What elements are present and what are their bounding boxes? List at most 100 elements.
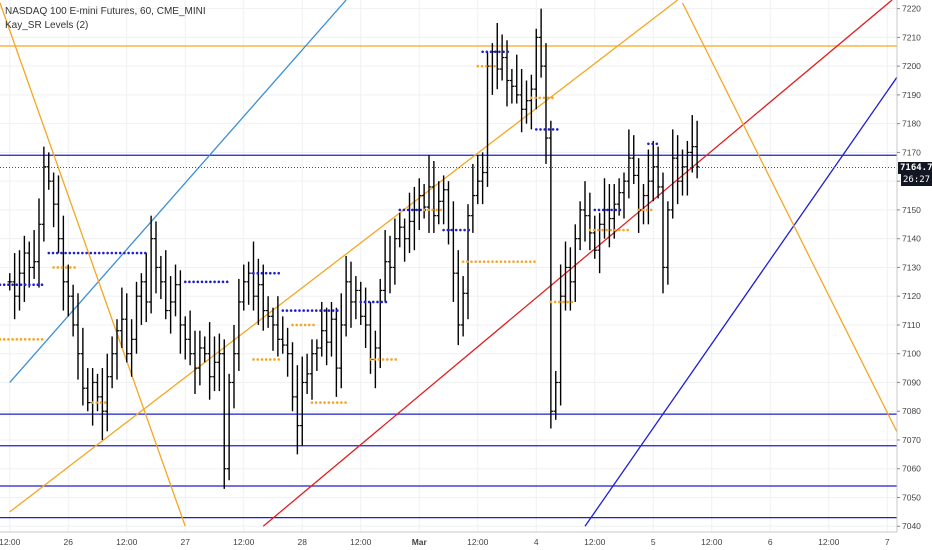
sr-level-dot <box>606 208 609 212</box>
price-tick-label: 7210 <box>902 32 921 42</box>
sr-level-dot <box>273 271 276 275</box>
sr-level-dot <box>535 128 538 131</box>
sr-level-dot <box>64 266 68 269</box>
sr-level-dot <box>530 96 533 100</box>
sr-level-dot <box>23 283 27 286</box>
sr-level-dot <box>503 260 507 263</box>
sr-level-dot <box>36 283 40 286</box>
sr-level-dot <box>427 208 430 212</box>
sr-level-dot <box>103 401 107 404</box>
sr-level-dot <box>376 300 379 304</box>
sr-level-dot <box>97 251 101 255</box>
sr-level-dot <box>411 208 414 212</box>
trend-line-red-channel <box>262 0 893 527</box>
sr-level-dot <box>601 228 604 232</box>
time-tick-label: 12:00 <box>701 537 723 547</box>
time-tick-label: 26 <box>64 537 74 547</box>
sr-level-dot <box>487 260 490 263</box>
sr-level-dot <box>495 260 499 263</box>
sr-level-dot <box>597 208 601 212</box>
time-tick-label: 12:00 <box>116 537 138 547</box>
time-axis <box>0 532 932 550</box>
sr-level-dot <box>386 358 389 361</box>
sr-level-dot <box>476 64 480 68</box>
sr-level-dot <box>645 208 649 212</box>
sr-level-dot <box>209 280 212 284</box>
trend-line-orange-up <box>9 0 679 513</box>
sr-level-dot <box>551 128 555 131</box>
sr-level-dot <box>556 128 559 131</box>
time-tick-label: 12:00 <box>467 537 489 547</box>
price-tick-label: 7120 <box>902 291 921 301</box>
sr-level-dot <box>89 251 93 255</box>
sr-level-dot <box>0 283 2 286</box>
sr-level-dot <box>534 96 537 100</box>
sr-level-dot <box>93 251 97 255</box>
sr-level-dot <box>626 228 629 232</box>
time-tick-label: 6 <box>768 537 773 547</box>
sr-level-dot <box>363 300 367 304</box>
sr-level-dot <box>23 338 27 341</box>
trend-line-orange-down-left <box>0 2 186 527</box>
sr-level-dot <box>373 358 377 361</box>
symbol-title: NASDAQ 100 E-mini Futures, 60, CME_MINI <box>5 6 206 17</box>
sr-level-dot <box>36 338 40 341</box>
sr-level-dot <box>478 260 482 263</box>
price-tick-label: 7060 <box>902 464 921 474</box>
sr-level-dot <box>260 271 264 275</box>
time-tick-label: 12:00 <box>818 537 840 547</box>
sr-level-dot <box>593 208 597 212</box>
sr-level-dot <box>372 300 375 304</box>
sr-level-dot <box>64 251 67 255</box>
sr-level-dot <box>610 208 613 212</box>
sr-level-dot <box>493 64 496 68</box>
sr-level-dot <box>260 358 264 361</box>
sr-level-dot <box>19 338 23 341</box>
sr-level-dot <box>502 50 505 54</box>
sr-level-dot <box>459 228 462 232</box>
sr-level-dot <box>359 300 363 304</box>
sr-level-dot <box>651 142 654 146</box>
sr-level-dot <box>489 64 492 68</box>
sr-level-dot <box>597 228 600 232</box>
sr-level-dot <box>546 96 550 100</box>
sr-level-dot <box>60 266 64 269</box>
sr-level-dot <box>123 251 126 255</box>
sr-level-dot <box>221 280 225 284</box>
price-tick-label: 7050 <box>902 492 921 502</box>
sr-level-dot <box>95 401 99 404</box>
sr-level-dot <box>551 96 554 100</box>
sr-level-dot <box>289 309 293 312</box>
sr-level-dot <box>0 338 2 341</box>
sr-level-dot <box>11 338 14 341</box>
sr-level-dot <box>319 309 322 312</box>
sr-level-dot <box>102 251 105 255</box>
sr-level-dot <box>196 280 200 284</box>
sr-level-dot <box>558 300 561 304</box>
sr-level-dot <box>81 251 84 255</box>
price-tick-label: 7150 <box>902 205 921 215</box>
sr-level-dot <box>592 228 596 232</box>
sr-level-dot <box>390 358 393 361</box>
sr-level-dot <box>7 283 10 286</box>
sr-level-dot <box>480 64 484 68</box>
time-tick-label: 4 <box>534 537 539 547</box>
sr-level-dot <box>15 283 19 286</box>
sr-level-dot <box>539 128 542 131</box>
sr-level-dot <box>547 128 551 131</box>
sr-level-dot <box>336 309 339 312</box>
sr-level-dot <box>91 401 94 404</box>
price-tick-label: 7220 <box>902 4 921 14</box>
sr-level-dot <box>491 260 494 263</box>
current-price-badge: 7164.75 <box>898 161 932 174</box>
sr-level-dot <box>323 401 326 404</box>
price-tick-label: 7100 <box>902 349 921 359</box>
sr-level-dot <box>204 280 208 284</box>
sr-level-dot <box>184 280 187 284</box>
sr-level-dot <box>310 401 314 404</box>
sr-level-dot <box>314 401 318 404</box>
sr-level-dot <box>114 251 118 255</box>
sr-level-dot <box>32 338 35 341</box>
